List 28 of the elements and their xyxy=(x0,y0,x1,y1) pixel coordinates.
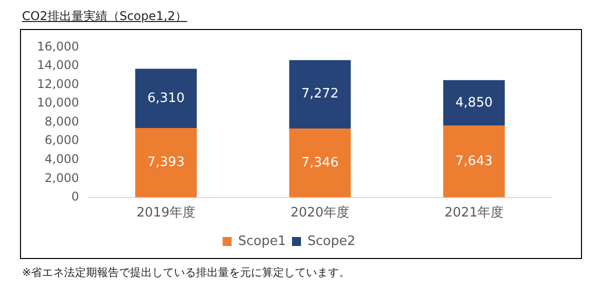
legend-label: Scope2 xyxy=(308,234,356,249)
bar xyxy=(135,128,197,198)
bar xyxy=(289,128,351,198)
bar xyxy=(443,126,505,198)
y-tick-label: 0 xyxy=(71,190,79,204)
x-tick-label: 2020年度 xyxy=(290,204,350,221)
text: ※省エネ法定期報告で提出している排出量を元に算定しています。 xyxy=(22,265,352,280)
data-label: 7,346 xyxy=(301,155,339,170)
data-label: 7,643 xyxy=(455,154,493,169)
bar xyxy=(443,80,505,126)
y-tick-label: 8,000 xyxy=(44,114,79,128)
y-tick-label: 4,000 xyxy=(44,152,79,166)
bar xyxy=(289,60,351,128)
y-tick-label: 6,000 xyxy=(44,133,79,148)
legend-label: Scope1 xyxy=(238,234,286,249)
data-label: 7,272 xyxy=(301,86,339,102)
y-tick-label: 12,000 xyxy=(36,76,79,91)
y-tick-label: 2,000 xyxy=(44,170,79,185)
x-tick-label: 2021年度 xyxy=(444,204,504,221)
y-tick-label: 14,000 xyxy=(36,58,79,72)
bar xyxy=(135,68,197,128)
x-tick-label: 2019年度 xyxy=(136,204,196,221)
y-tick-label: 10,000 xyxy=(36,96,79,110)
data-label: 4,850 xyxy=(455,95,493,110)
chart-title: CO2排出量実績（Scope1,2） xyxy=(22,8,188,25)
y-tick-label: 16,000 xyxy=(36,39,79,54)
data-label: 7,393 xyxy=(147,155,185,170)
data-label: 6,310 xyxy=(147,90,185,106)
